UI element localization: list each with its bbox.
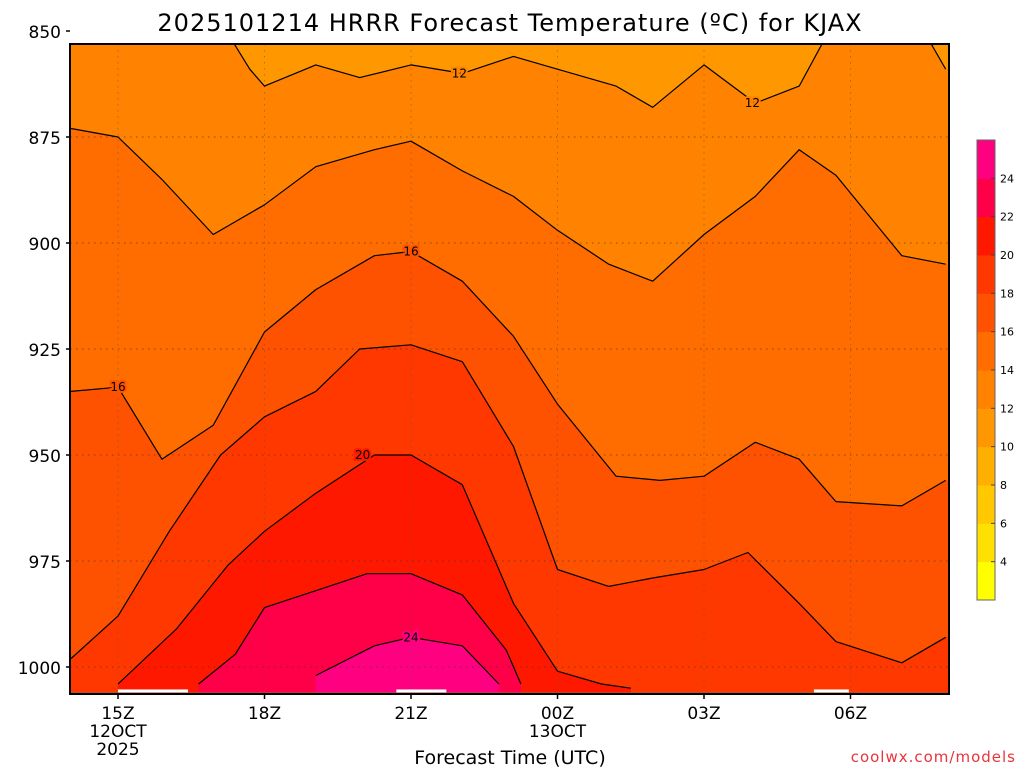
x-tick-label: 2025 bbox=[96, 740, 139, 760]
x-axis-label: Forecast Time (UTC) bbox=[414, 747, 605, 768]
colorbar-swatch bbox=[977, 140, 995, 179]
colorbar-swatch bbox=[977, 178, 995, 218]
colorbar-swatch bbox=[977, 216, 995, 256]
contour-labels: 6668810121216162024 bbox=[108, 64, 762, 646]
plot-frame bbox=[69, 43, 950, 695]
x-tick-label: 13OCT bbox=[529, 722, 587, 742]
temperature-bands bbox=[70, 44, 949, 694]
colorbar-label: 10 bbox=[1000, 441, 1014, 454]
y-tick-label: 900 bbox=[29, 235, 61, 255]
colorbar-swatch bbox=[977, 293, 995, 333]
colorbar-swatch bbox=[977, 331, 995, 371]
y-tick-label: 875 bbox=[29, 129, 61, 149]
contour-line-14 bbox=[70, 127, 946, 282]
colorbar-label: 8 bbox=[1000, 479, 1007, 492]
y-tick-label: 950 bbox=[29, 447, 61, 467]
contour-label: 20 bbox=[355, 448, 370, 462]
contour-line-22 bbox=[198, 573, 522, 685]
site-credit[interactable]: coolwx.com/models bbox=[851, 748, 1016, 766]
x-tick-label: 06Z bbox=[834, 704, 867, 724]
colorbar-swatch bbox=[977, 370, 995, 409]
colorbar-label: 20 bbox=[1000, 249, 1014, 262]
colorbar-swatch bbox=[977, 561, 995, 601]
contour-label: 12 bbox=[452, 66, 467, 80]
y-tick-label: 850 bbox=[29, 23, 61, 43]
contour-lines bbox=[70, 44, 947, 689]
colorbar-legend: 4 6 8 10 12 14 16 18 20 22 24 bbox=[976, 139, 1014, 601]
colorbar-label: 14 bbox=[1000, 364, 1014, 377]
grid-lines bbox=[70, 44, 949, 694]
y-tick-label: 925 bbox=[29, 341, 61, 361]
contour-line-24 bbox=[315, 636, 500, 685]
pressure-axis: 7257507758008258508759009259509751000 bbox=[18, 23, 70, 679]
contour-label: 16 bbox=[403, 244, 418, 258]
contour-line-20 bbox=[117, 454, 631, 689]
colorbar-label: 12 bbox=[1000, 402, 1014, 415]
colorbar-swatch bbox=[977, 446, 995, 486]
contour-label: 24 bbox=[403, 630, 418, 644]
surface-marker bbox=[118, 689, 188, 693]
band-fill-24 bbox=[315, 637, 499, 694]
x-tick-label: 15Z bbox=[101, 704, 134, 724]
contour-label: 16 bbox=[110, 380, 125, 394]
contour-line-12 bbox=[233, 44, 947, 108]
contour-line-16 bbox=[71, 250, 947, 507]
surface-marker bbox=[813, 689, 849, 693]
colorbar-label: 24 bbox=[1000, 172, 1014, 185]
colorbar-label: 6 bbox=[1000, 517, 1007, 530]
colorbar-swatch bbox=[977, 523, 995, 563]
colorbar-swatch bbox=[977, 408, 995, 448]
colorbar-swatch bbox=[977, 255, 995, 294]
colorbar-label: 22 bbox=[1000, 211, 1014, 224]
y-tick-label: 1000 bbox=[18, 659, 61, 679]
colorbar-label: 16 bbox=[1000, 326, 1014, 339]
plot-area: 6668810121216162024 bbox=[70, 44, 949, 694]
colorbar-label: 4 bbox=[1000, 556, 1007, 569]
colorbar-label: 18 bbox=[1000, 287, 1014, 300]
x-tick-label: 00Z bbox=[541, 704, 574, 724]
contour-label: 12 bbox=[745, 96, 760, 110]
colorbar-swatch bbox=[977, 485, 995, 524]
x-tick-label: 03Z bbox=[687, 704, 720, 724]
contour-line-18 bbox=[70, 344, 947, 664]
x-tick-label: 12OCT bbox=[89, 722, 147, 742]
chart-title: 2025101214 HRRR Forecast Temperature (ºC… bbox=[157, 9, 862, 37]
surface-marker bbox=[396, 689, 447, 693]
x-tick-label: 21Z bbox=[394, 704, 427, 724]
x-tick-label: 18Z bbox=[248, 704, 281, 724]
y-tick-label: 975 bbox=[29, 553, 61, 573]
